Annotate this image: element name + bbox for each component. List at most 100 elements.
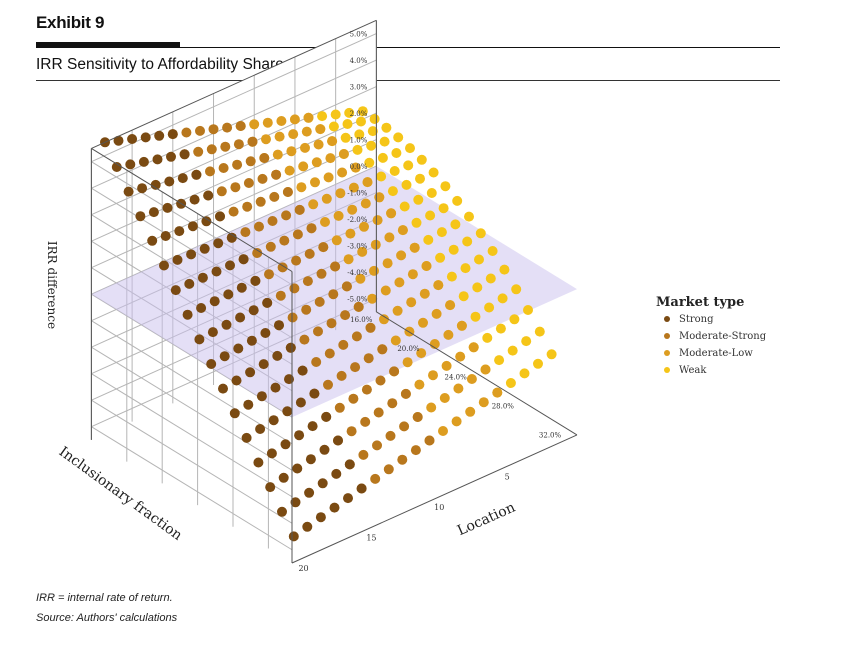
data-point-weak	[523, 305, 533, 315]
data-point-strong	[304, 487, 315, 498]
data-point-moderate-low	[369, 265, 379, 276]
data-point-weak	[452, 195, 463, 206]
data-point-weak	[462, 236, 473, 247]
data-point-strong	[206, 359, 217, 369]
data-point-moderate-strong	[294, 204, 305, 215]
data-point-strong	[274, 320, 284, 331]
data-point-weak	[405, 143, 415, 154]
data-point-strong	[196, 303, 207, 313]
data-point-weak	[436, 227, 447, 238]
data-point-weak	[342, 119, 353, 129]
data-point-moderate-strong	[220, 141, 231, 152]
data-point-weak	[450, 219, 461, 230]
data-point-moderate-strong	[361, 384, 372, 395]
y-tick-label: 15	[366, 533, 376, 542]
data-point-strong	[225, 260, 235, 271]
data-point-weak	[435, 252, 446, 263]
data-point-weak	[379, 136, 390, 147]
data-point-strong	[235, 312, 246, 323]
data-point-moderate-strong	[302, 276, 313, 287]
data-point-strong	[135, 211, 146, 222]
data-point-strong	[268, 415, 279, 426]
data-point-moderate-low	[431, 308, 442, 319]
grid-line-wall-location-z	[91, 59, 377, 189]
data-point-strong	[184, 278, 195, 289]
data-point-strong	[159, 260, 169, 271]
data-point-strong	[207, 327, 218, 338]
data-point-strong	[111, 162, 122, 172]
data-point-weak	[389, 166, 400, 176]
data-point-strong	[166, 151, 176, 162]
grid-line-wall-location-z	[91, 165, 377, 295]
data-point-strong	[253, 457, 264, 468]
data-point-strong	[307, 421, 318, 432]
data-point-strong	[231, 375, 242, 386]
data-point-moderate-strong	[233, 139, 244, 150]
data-point-moderate-low	[455, 351, 466, 362]
data-point-moderate-strong	[242, 201, 253, 212]
data-point-weak	[393, 132, 404, 143]
data-point-moderate-low	[313, 139, 324, 150]
data-point-moderate-low	[396, 250, 407, 261]
data-point-strong	[211, 266, 222, 277]
data-point-strong	[277, 506, 287, 517]
z-tick-label: -3.0%	[347, 243, 367, 251]
data-point-weak	[497, 293, 508, 304]
data-point-moderate-strong	[313, 326, 323, 337]
data-point-moderate-low	[367, 293, 378, 304]
data-point-moderate-strong	[385, 430, 396, 441]
data-point-moderate-low	[348, 182, 359, 193]
data-point-strong	[229, 408, 240, 419]
data-point-moderate-strong	[264, 269, 274, 280]
data-point-strong	[150, 179, 161, 190]
data-point-weak	[499, 264, 510, 275]
data-point-weak	[328, 121, 339, 132]
data-point-moderate-strong	[326, 318, 337, 329]
data-point-strong	[160, 231, 171, 241]
data-point-moderate-strong	[230, 182, 241, 193]
data-point-moderate-strong	[281, 210, 292, 221]
data-point-strong	[241, 432, 252, 443]
data-point-moderate-low	[249, 119, 260, 130]
data-point-moderate-low	[466, 374, 477, 384]
data-point-moderate-strong	[289, 283, 300, 294]
data-point-moderate-strong	[292, 229, 303, 240]
data-point-strong	[258, 359, 269, 370]
data-point-moderate-low	[480, 364, 491, 375]
data-point-strong	[197, 272, 208, 283]
data-point-moderate-strong	[275, 290, 286, 301]
data-point-weak	[472, 282, 483, 293]
data-point-strong	[294, 430, 305, 441]
legend-marker	[664, 367, 670, 373]
grid-line-wall-location-z	[91, 33, 377, 163]
data-point-moderate-strong	[377, 344, 388, 355]
data-point-strong	[226, 232, 237, 243]
grid-line-wall-fraction-z	[91, 346, 293, 471]
data-point-moderate-strong	[301, 304, 312, 315]
data-point-moderate-strong	[181, 127, 192, 138]
data-point-strong	[315, 512, 326, 523]
data-point-strong	[290, 497, 301, 508]
z-axis-title: IRR difference	[45, 241, 59, 329]
data-point-strong	[356, 483, 367, 494]
data-point-strong	[152, 154, 163, 165]
data-point-moderate-strong	[360, 416, 371, 427]
z-tick-label: 3.0%	[350, 84, 368, 92]
data-point-strong	[191, 169, 202, 180]
x-tick-label: 32.0%	[539, 432, 562, 440]
data-point-moderate-low	[331, 235, 342, 246]
legend-label: Strong	[679, 314, 714, 325]
x-tick-label: 16.0%	[350, 316, 373, 324]
data-point-moderate-strong	[205, 166, 215, 177]
data-point-weak	[495, 323, 506, 334]
y-tick-label: 5	[505, 472, 510, 481]
data-point-strong	[302, 521, 313, 532]
data-point-moderate-strong	[336, 370, 347, 381]
data-point-weak	[521, 336, 532, 347]
data-point-moderate-low	[414, 379, 425, 390]
data-point-weak	[364, 157, 375, 168]
data-point-moderate-strong	[410, 445, 421, 456]
data-point-moderate-low	[445, 300, 456, 311]
x-tick-label: 28.0%	[492, 403, 515, 411]
